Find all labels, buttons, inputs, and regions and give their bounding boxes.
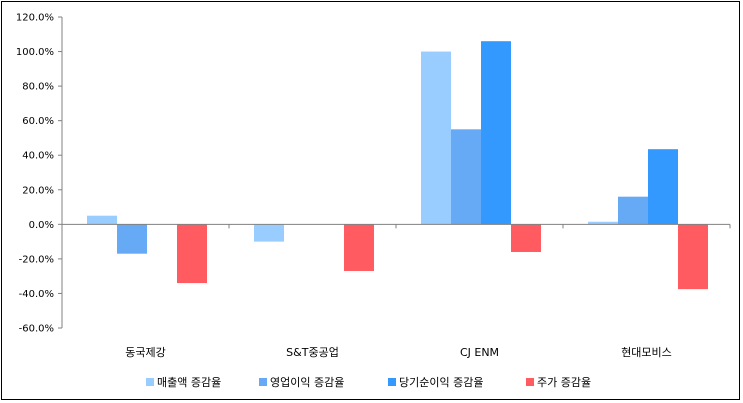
legend-label: 영업이익 증감율 bbox=[270, 376, 344, 389]
bar bbox=[177, 224, 207, 284]
bar bbox=[481, 41, 511, 225]
bar bbox=[254, 224, 284, 242]
bar bbox=[451, 129, 481, 225]
y-tick-label: -20.0% bbox=[19, 254, 54, 265]
legend-swatch bbox=[526, 378, 534, 386]
legend: 매출액 증감율 영업이익 증감율 당기순이익 증감율 주가 증감율 bbox=[146, 376, 591, 389]
bar bbox=[511, 224, 541, 252]
bar bbox=[117, 224, 147, 254]
bar bbox=[618, 196, 648, 225]
y-tick-label: 100.0% bbox=[16, 47, 54, 58]
legend-swatch bbox=[146, 378, 154, 386]
bars bbox=[87, 41, 708, 290]
bar bbox=[648, 149, 678, 225]
y-tick-label: 20.0% bbox=[22, 185, 54, 196]
y-tick-label: 40.0% bbox=[22, 151, 54, 162]
category-label: S&T중공업 bbox=[286, 346, 339, 359]
legend-swatch bbox=[388, 378, 396, 386]
y-tick-label: -40.0% bbox=[19, 289, 54, 300]
legend-label: 당기순이익 증감율 bbox=[399, 376, 483, 389]
y-tick-label: 120.0% bbox=[16, 13, 54, 24]
bar bbox=[678, 224, 708, 290]
legend-label: 매출액 증감율 bbox=[157, 376, 221, 389]
category-label: 동국제강 bbox=[125, 346, 165, 359]
y-tick-label: 60.0% bbox=[22, 116, 54, 127]
axes bbox=[58, 16, 731, 329]
legend-label: 주가 증감율 bbox=[537, 376, 591, 389]
legend-swatch bbox=[259, 378, 267, 386]
category-label: CJ ENM bbox=[460, 346, 499, 359]
bar bbox=[87, 215, 117, 225]
bar bbox=[588, 221, 618, 225]
x-axis-category-labels: 동국제강 S&T중공업 CJ ENM 현대모비스 bbox=[125, 346, 672, 359]
category-label: 현대모비스 bbox=[621, 346, 672, 359]
bar bbox=[421, 51, 451, 225]
y-tick-label: -60.0% bbox=[19, 324, 54, 335]
y-tick-label: 0.0% bbox=[29, 220, 54, 231]
y-tick-label: 80.0% bbox=[22, 82, 54, 93]
y-axis-ticks: 120.0% 100.0% 80.0% 60.0% 40.0% 20.0% 0.0% -20.… bbox=[16, 13, 54, 335]
bar bbox=[344, 224, 374, 271]
